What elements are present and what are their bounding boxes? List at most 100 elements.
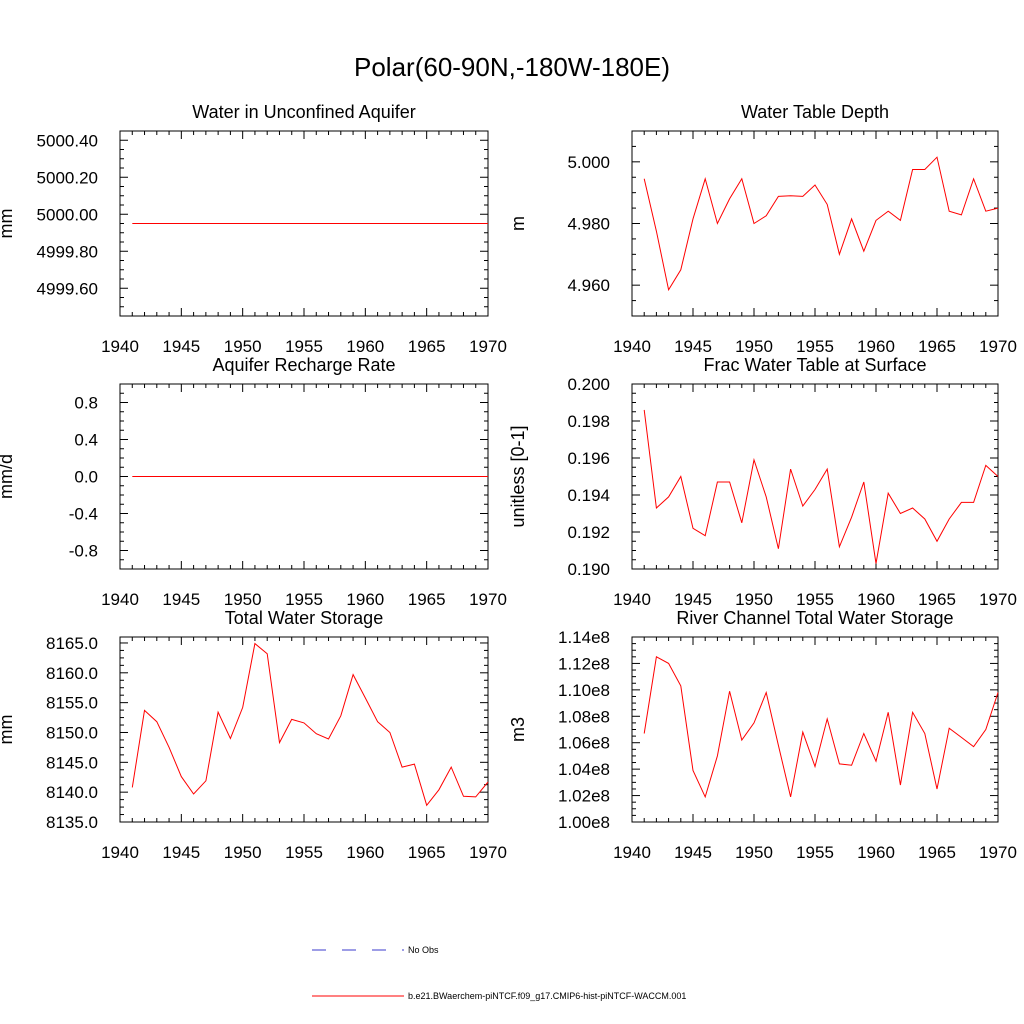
y-tick-label: 5.000	[567, 153, 610, 172]
x-tick-label: 1970	[469, 337, 507, 356]
y-tick-label: 1.06e8	[558, 734, 610, 753]
y-tick-label: 0.190	[567, 560, 610, 579]
panel-title: Frac Water Table at Surface	[703, 355, 926, 375]
y-tick-label: 1.10e8	[558, 681, 610, 700]
y-tick-label: 1.12e8	[558, 654, 610, 673]
x-tick-label: 1950	[224, 843, 262, 862]
y-tick-label: 0.198	[567, 412, 610, 431]
y-tick-label: 0.4	[74, 431, 98, 450]
x-tick-label: 1965	[918, 337, 956, 356]
legend: No Obs b.e21.BWaerchem-piNTCF.f09_g17.CMI…	[312, 945, 686, 1001]
panel-3: Aquifer Recharge Rate mm/d 1940 1945 1950 195…	[0, 355, 507, 609]
y-tick-label: 0.200	[567, 375, 610, 394]
y-tick-label: 8145.0	[46, 753, 98, 772]
x-tick-label: 1945	[162, 590, 200, 609]
panel-title: River Channel Total Water Storage	[676, 608, 953, 628]
y-tick-label: 5000.00	[37, 205, 98, 224]
y-tick-label: 8140.0	[46, 783, 98, 802]
y-tick-label: 0.0	[74, 468, 98, 487]
plot-frame	[631, 130, 999, 317]
y-tick-label: 8165.0	[46, 634, 98, 653]
series-line	[643, 656, 999, 799]
x-tick-label: 1970	[469, 590, 507, 609]
x-tick-label: 1950	[224, 337, 262, 356]
x-tick-label: 1970	[469, 843, 507, 862]
y-tick-label: 8150.0	[46, 723, 98, 742]
y-axis-label: mm/d	[0, 454, 16, 499]
y-tick-label: -0.4	[69, 505, 98, 524]
series-line	[643, 156, 999, 292]
x-tick-label: 1940	[613, 843, 651, 862]
legend-label-obs: No Obs	[408, 945, 439, 955]
y-tick-label: 1.00e8	[558, 813, 610, 832]
plot-frame	[119, 636, 489, 823]
y-tick-label: 8135.0	[46, 813, 98, 832]
x-tick-label: 1945	[674, 337, 712, 356]
panel-title: Water Table Depth	[741, 102, 889, 122]
y-tick-label: 0.194	[567, 486, 610, 505]
y-tick-label: 1.14e8	[558, 628, 610, 647]
panel-4: Frac Water Table at Surface unitless [0-1…	[508, 355, 1017, 609]
y-axis-label: mm	[0, 209, 16, 239]
x-tick-label: 1960	[857, 337, 895, 356]
x-tick-label: 1945	[674, 843, 712, 862]
x-tick-label: 1940	[101, 843, 139, 862]
panel-1: Water in Unconfined Aquifer mm 1940 1945 195…	[0, 102, 507, 356]
panel-title: Water in Unconfined Aquifer	[192, 102, 415, 122]
legend-label-model: b.e21.BWaerchem-piNTCF.f09_g17.CMIP6-his…	[408, 991, 686, 1001]
x-tick-label: 1955	[796, 590, 834, 609]
x-tick-label: 1955	[285, 843, 323, 862]
plot-frame	[631, 383, 999, 570]
y-axis-label: mm	[0, 715, 16, 745]
x-tick-label: 1960	[346, 337, 384, 356]
y-tick-label: 8160.0	[46, 664, 98, 683]
x-tick-label: 1960	[346, 590, 384, 609]
y-tick-label: 8155.0	[46, 694, 98, 713]
y-tick-label: 4.960	[567, 276, 610, 295]
x-tick-label: 1965	[918, 843, 956, 862]
x-tick-label: 1960	[857, 590, 895, 609]
y-tick-label: 1.04e8	[558, 760, 610, 779]
y-tick-label: -0.8	[69, 542, 98, 561]
y-tick-label: 4999.60	[37, 279, 98, 298]
x-tick-label: 1940	[101, 337, 139, 356]
y-axis-label: m3	[508, 717, 528, 742]
x-tick-label: 1940	[613, 590, 651, 609]
y-tick-label: 5000.20	[37, 168, 98, 187]
x-tick-label: 1950	[735, 337, 773, 356]
y-axis-label: m	[508, 216, 528, 231]
x-tick-label: 1955	[796, 843, 834, 862]
x-tick-label: 1960	[857, 843, 895, 862]
y-tick-label: 5000.40	[37, 131, 98, 150]
x-tick-label: 1970	[979, 590, 1017, 609]
x-tick-label: 1955	[285, 337, 323, 356]
y-tick-label: 1.02e8	[558, 787, 610, 806]
y-tick-label: 1.08e8	[558, 707, 610, 726]
x-tick-label: 1970	[979, 843, 1017, 862]
x-tick-label: 1955	[796, 337, 834, 356]
x-tick-label: 1950	[735, 590, 773, 609]
x-tick-label: 1965	[408, 590, 446, 609]
x-tick-label: 1945	[162, 337, 200, 356]
x-tick-label: 1940	[613, 337, 651, 356]
panel-title: Aquifer Recharge Rate	[212, 355, 395, 375]
x-tick-label: 1965	[408, 337, 446, 356]
series-line	[131, 642, 489, 807]
x-tick-label: 1945	[162, 843, 200, 862]
panel-2: Water Table Depth m 1940 1945 1950 1955 1960 19…	[508, 102, 1017, 356]
y-tick-label: 0.192	[567, 523, 610, 542]
panel-title: Total Water Storage	[225, 608, 383, 628]
x-tick-label: 1950	[224, 590, 262, 609]
x-tick-label: 1965	[918, 590, 956, 609]
y-tick-label: 0.8	[74, 394, 98, 413]
x-tick-label: 1945	[674, 590, 712, 609]
y-tick-label: 4.980	[567, 215, 610, 234]
y-tick-label: 0.196	[567, 449, 610, 468]
y-axis-label: unitless [0-1]	[508, 425, 528, 527]
x-tick-label: 1960	[346, 843, 384, 862]
series-line	[643, 409, 999, 564]
x-tick-label: 1970	[979, 337, 1017, 356]
panel-5: Total Water Storage mm 1940 1945 1950 1955 196…	[0, 608, 507, 862]
